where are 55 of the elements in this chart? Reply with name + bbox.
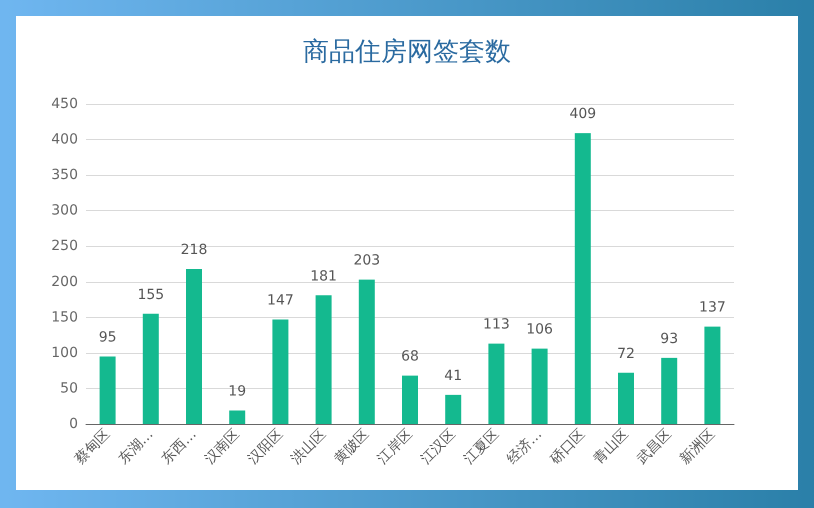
data-label: 203 (353, 252, 380, 269)
data-label: 409 (569, 106, 596, 122)
x-tick-label: 黄陂区 (331, 426, 372, 468)
data-label: 218 (180, 242, 208, 258)
data-label: 41 (444, 368, 462, 384)
bar (704, 326, 720, 424)
y-tick-label: 450 (51, 96, 78, 112)
x-tick-label: 硚口区 (546, 426, 588, 468)
y-tick-label: 100 (51, 344, 78, 361)
bar (574, 133, 591, 424)
x-tick-label: 江夏区 (461, 426, 502, 468)
bar (402, 376, 418, 424)
y-tick-label: 50 (60, 380, 78, 396)
data-label: 72 (617, 346, 635, 362)
bar (532, 348, 548, 424)
y-tick-label: 250 (51, 238, 78, 254)
y-tick-label: 300 (51, 202, 78, 219)
x-tick-label: 汉阳区 (245, 426, 286, 468)
y-tick-label: 0 (69, 416, 78, 432)
y-tick-label: 350 (51, 167, 78, 184)
x-tick-label: 新洲区 (677, 426, 718, 468)
y-tick-label: 400 (51, 132, 78, 148)
chart-title: 商品住房网签套数 (303, 37, 511, 67)
data-label: 95 (98, 329, 117, 346)
data-label: 147 (267, 292, 294, 308)
data-label: 137 (699, 300, 726, 316)
x-tick-label: 经济… (504, 426, 546, 468)
bar (186, 268, 202, 424)
bar (142, 314, 159, 424)
bar (661, 358, 678, 424)
data-label: 68 (401, 348, 419, 365)
x-tick-label: 青山区 (590, 426, 632, 468)
bar (100, 356, 116, 424)
bar (488, 344, 504, 424)
y-tick-label: 150 (51, 309, 78, 326)
data-label: 93 (660, 330, 678, 347)
data-label: 113 (483, 316, 510, 333)
x-tick-label: 汉南区 (202, 426, 243, 468)
bar (229, 410, 246, 424)
bar (316, 295, 332, 424)
x-tick-label: 洪山区 (288, 426, 330, 468)
data-label: 181 (310, 268, 337, 284)
bar (358, 280, 375, 424)
data-label: 155 (137, 286, 164, 303)
x-tick-label: 东西… (158, 426, 200, 468)
x-tick-label: 东湖… (115, 426, 156, 468)
bar (618, 372, 634, 424)
data-label: 106 (526, 322, 554, 338)
y-tick-label: 200 (51, 274, 78, 290)
x-tick-label: 江汉区 (418, 426, 459, 468)
x-tick-label: 武昌区 (634, 426, 675, 468)
bar (272, 319, 288, 424)
data-label: 19 (228, 383, 246, 400)
bar (445, 394, 462, 424)
x-tick-label: 江岸区 (374, 426, 416, 468)
